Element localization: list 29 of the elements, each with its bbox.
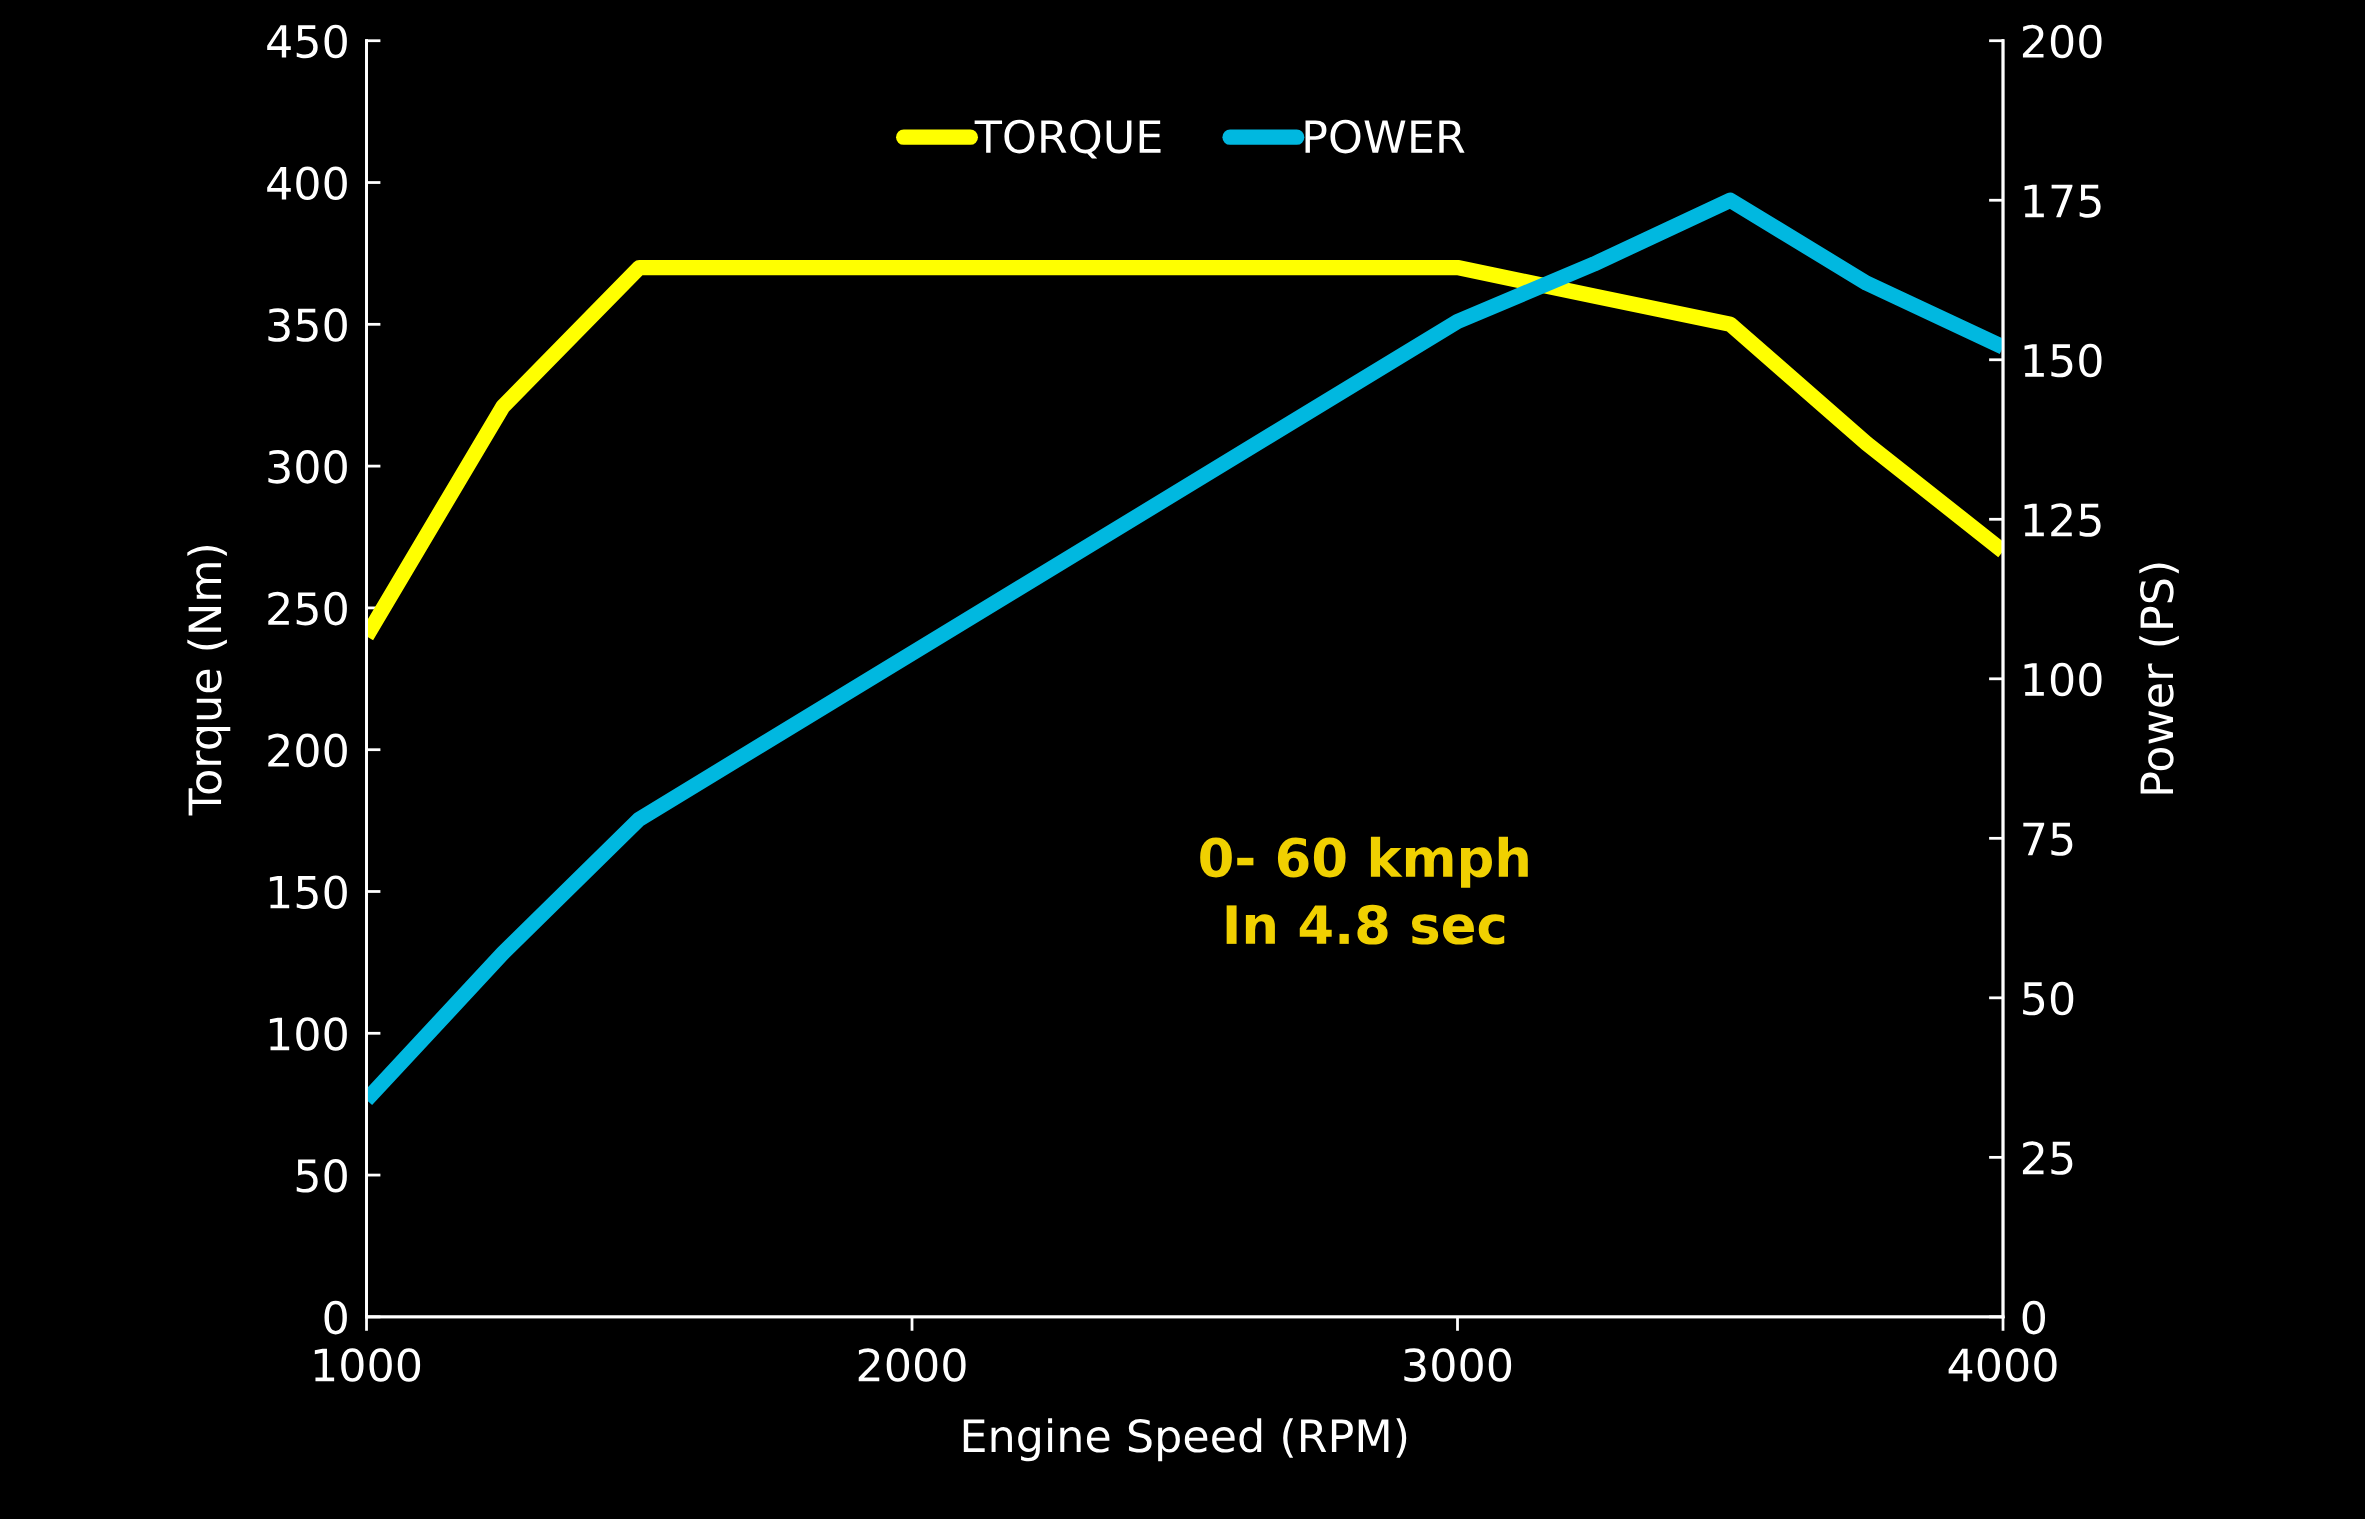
y2-tick-label: 125 — [2024, 503, 2101, 537]
y2-tick-label: 75 — [2023, 822, 2073, 856]
x-axis-title: Engine Speed (RPM) — [963, 1418, 1407, 1462]
y-tick-label: 200 — [268, 733, 347, 768]
y2-tick-label: 200 — [2022, 24, 2102, 59]
y-tick-label: 0 — [324, 1300, 347, 1335]
y-tick-label: 100 — [269, 1017, 347, 1051]
y2-tick-label: 25 — [2022, 1141, 2073, 1175]
y2-tick-label: 100 — [2024, 662, 2102, 697]
x-tick-label: 4000 — [1948, 1348, 2057, 1382]
y2-tick-label: 175 — [2024, 184, 2101, 218]
y-tick-label: 50 — [296, 1158, 347, 1193]
y-tick-label: 150 — [269, 875, 347, 910]
y-tick-label: 450 — [267, 24, 347, 59]
legend-label: TORQUE — [974, 119, 1161, 159]
y2-tick-label: 150 — [2024, 343, 2102, 378]
legend-label: POWER — [1305, 119, 1465, 154]
annotation: 0- 60 kmph In 4.8 sec — [1200, 836, 1528, 945]
x-tick-label: 3000 — [1404, 1348, 1512, 1382]
y2-tick-label: 0 — [2022, 1300, 2045, 1335]
x-tick-label: 1000 — [314, 1348, 421, 1382]
y-axis-title: Torque (Nm) — [187, 545, 231, 816]
y-tick-label: 400 — [267, 166, 347, 201]
y-tick-label: 250 — [268, 591, 347, 626]
y-tick-label: 350 — [268, 308, 347, 342]
x-tick-label: 2000 — [858, 1348, 966, 1382]
y2-axis-title: Power (PS) — [2139, 563, 2179, 794]
y-tick-label: 300 — [268, 450, 347, 484]
y2-tick-label: 50 — [2023, 981, 2074, 1016]
